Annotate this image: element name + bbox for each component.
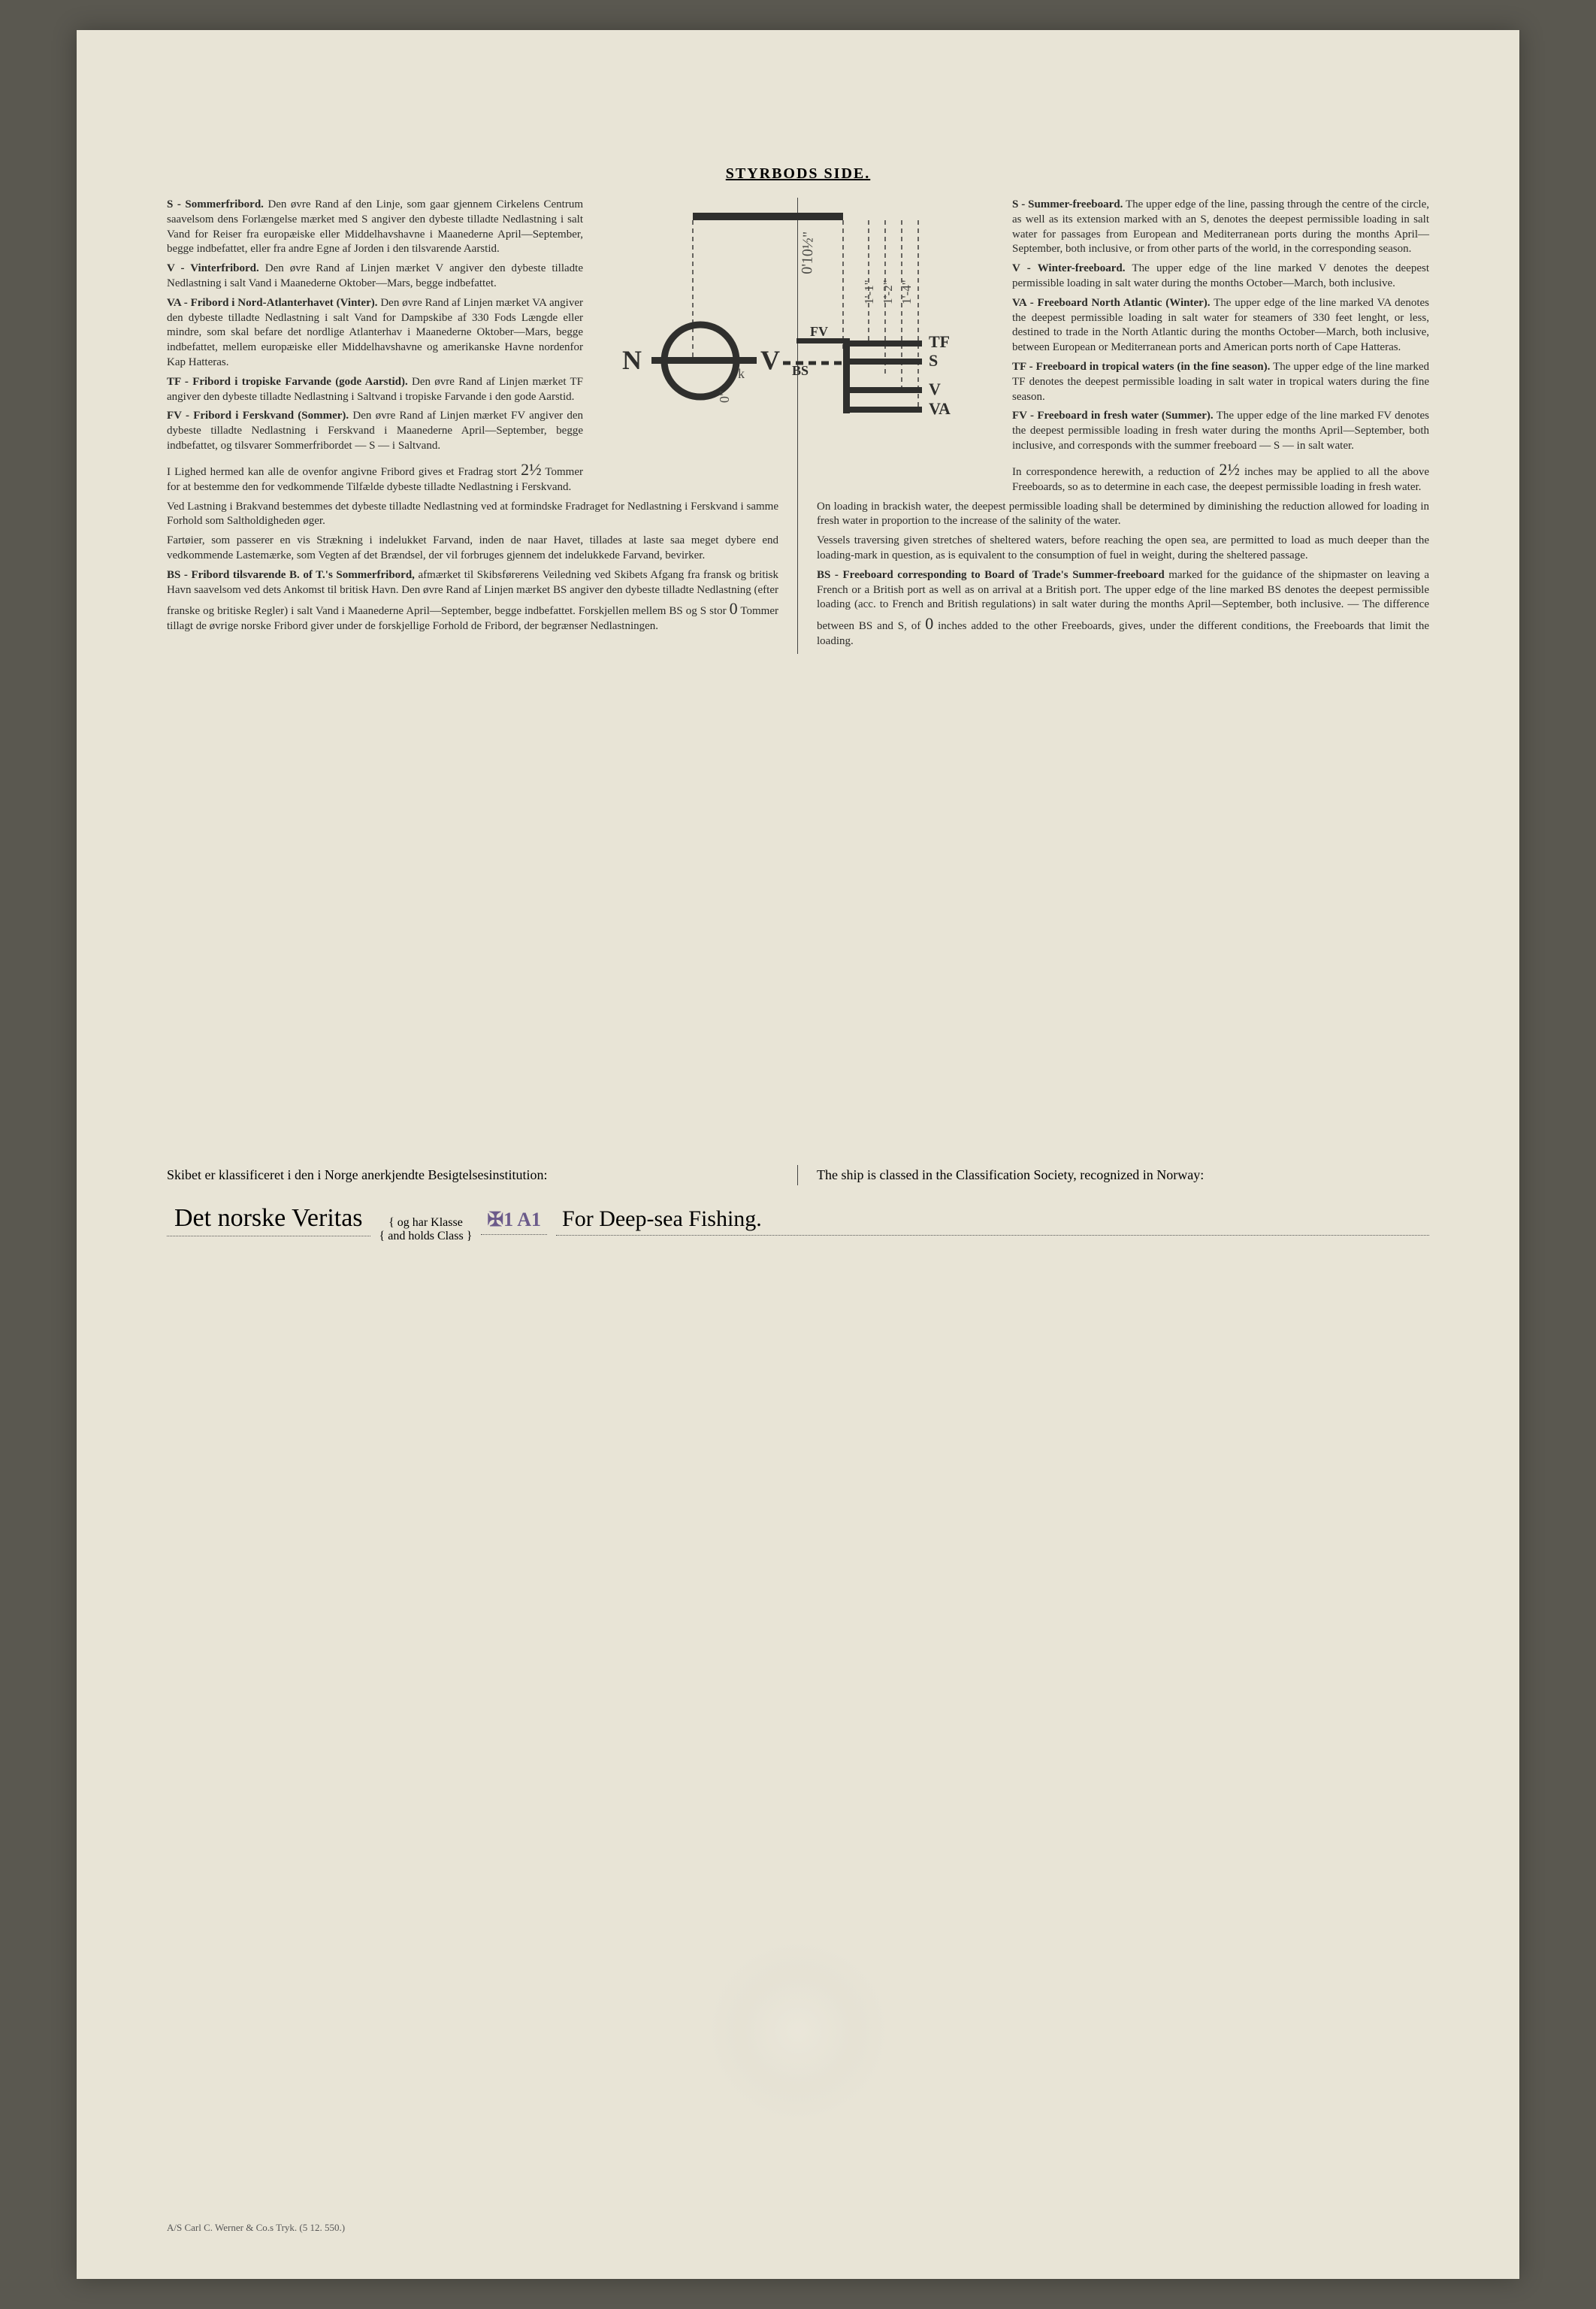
classification-block: Skibet er klassificeret i den i Norge an… bbox=[167, 1165, 1429, 1185]
class-brace: { og har Klasse{ and holds Class } bbox=[379, 1216, 473, 1242]
svg-text:N: N bbox=[622, 345, 642, 375]
classification-line: Det norske Veritas { og har Klasse{ and … bbox=[167, 1204, 1429, 1242]
entry-BS-en: BS - Freeboard corresponding to Board of… bbox=[817, 568, 1429, 649]
svg-text:0": 0" bbox=[717, 391, 732, 403]
svg-text:S: S bbox=[929, 351, 938, 370]
svg-text:FV: FV bbox=[810, 324, 828, 339]
embossed-seal bbox=[700, 1933, 896, 2129]
class-purpose: For Deep-sea Fishing. bbox=[556, 1206, 1429, 1236]
svg-text:1'-2": 1'-2" bbox=[881, 280, 895, 304]
svg-text:k: k bbox=[738, 366, 745, 381]
svg-text:BS: BS bbox=[792, 363, 809, 378]
printer-imprint: A/S Carl C. Werner & Co.s Tryk. (5 12. 5… bbox=[167, 2222, 345, 2234]
brackish-en: On loading in brackish water, the deepes… bbox=[817, 500, 1429, 530]
class-mark: ✠1 A1 bbox=[481, 1209, 547, 1235]
plimsoll-diagram: 0'10½" 1'-1" 1'-2" 1'-4" N V k 0" bbox=[618, 192, 978, 462]
sheltered-en: Vessels traversing given stretches of sh… bbox=[817, 534, 1429, 564]
class-text-no: Skibet er klassificeret i den i Norge an… bbox=[167, 1165, 798, 1185]
class-text-en: The ship is classed in the Classificatio… bbox=[798, 1165, 1429, 1185]
bs-diff-en: 0 bbox=[925, 614, 933, 633]
entry-BS-no: BS - Fribord tilsvarende B. of T.'s Somm… bbox=[167, 568, 778, 634]
sheltered-no: Fartøier, som passerer en vis Strækning … bbox=[167, 534, 778, 564]
dim-top: 0'10½" bbox=[799, 232, 817, 275]
classification-society: Det norske Veritas bbox=[167, 1204, 370, 1236]
svg-text:V: V bbox=[760, 345, 780, 375]
svg-text:VA: VA bbox=[929, 399, 951, 418]
content-area: STYRBODS SIDE. 0'10½" 1'-1" 1'-2" 1'-4" bbox=[167, 165, 1429, 1242]
reduction-value-en: 2½ bbox=[1219, 460, 1240, 479]
brackish-no: Ved Lastning i Brakvand bestemmes det dy… bbox=[167, 500, 778, 530]
bs-diff-no: 0 bbox=[730, 599, 738, 618]
svg-text:1'-4": 1'-4" bbox=[899, 280, 914, 304]
svg-text:1'-1": 1'-1" bbox=[862, 280, 876, 304]
document-paper: STYRBODS SIDE. 0'10½" 1'-1" 1'-2" 1'-4" bbox=[77, 30, 1519, 2279]
reduction-value-no: 2½ bbox=[521, 460, 542, 479]
diagram-title: STYRBODS SIDE. bbox=[167, 165, 1429, 183]
svg-text:V: V bbox=[929, 380, 941, 398]
svg-text:TF: TF bbox=[929, 332, 950, 351]
